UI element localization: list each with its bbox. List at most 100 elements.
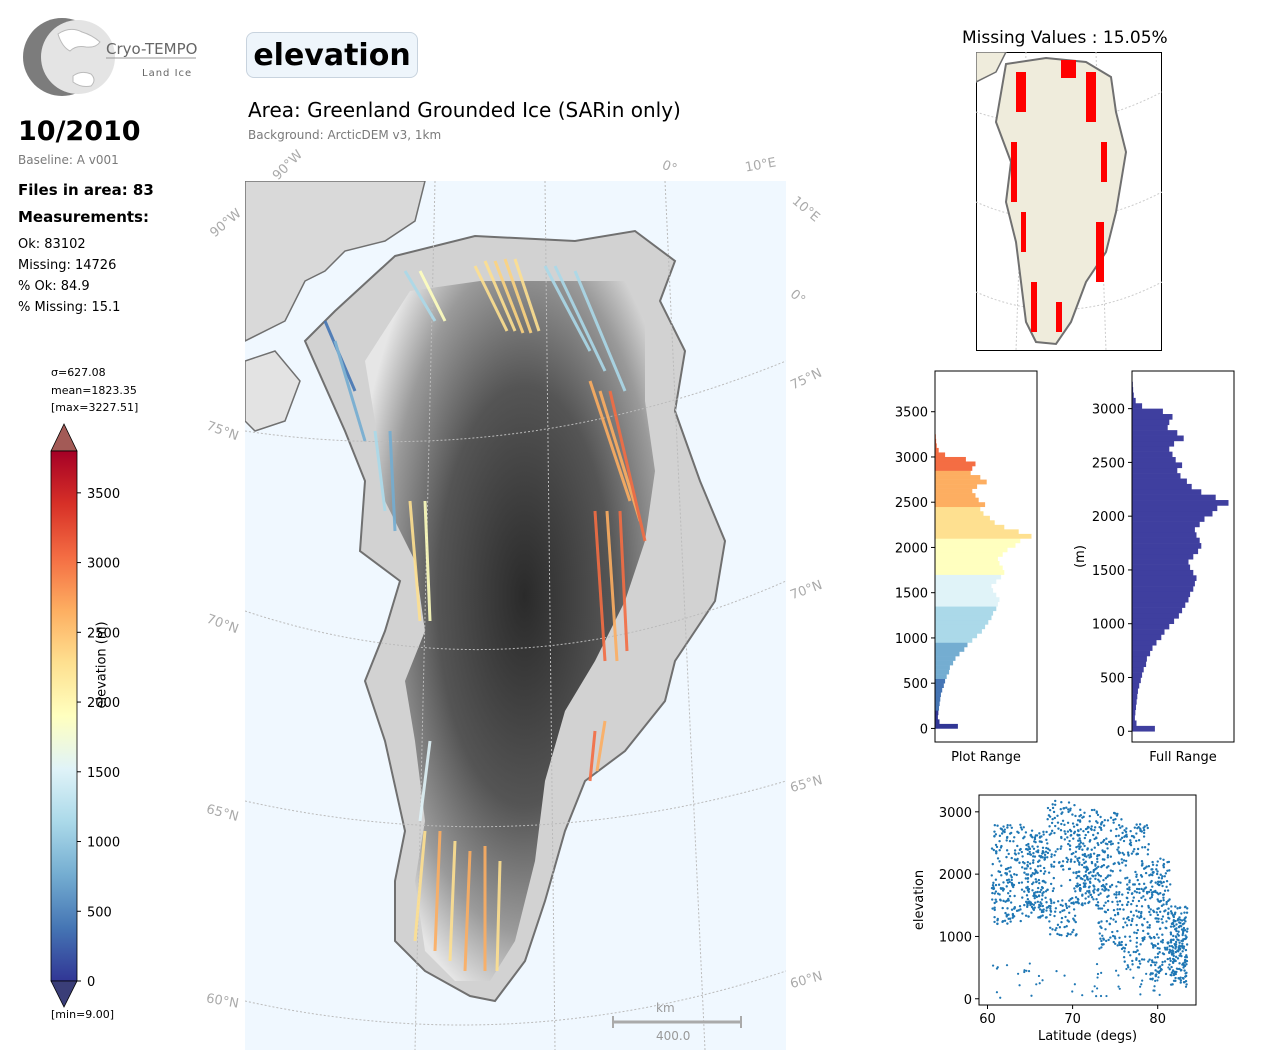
scatter-point bbox=[1046, 818, 1049, 821]
scatter-point bbox=[1049, 898, 1052, 901]
scatter-point bbox=[1075, 876, 1078, 880]
scatter-point bbox=[1002, 881, 1005, 884]
scatter-point bbox=[1159, 873, 1162, 876]
hist-bar bbox=[935, 637, 973, 643]
scatter-point bbox=[1013, 849, 1017, 852]
scatter-point bbox=[1054, 928, 1057, 932]
scatter-point bbox=[1048, 833, 1051, 836]
scatter-point bbox=[1100, 821, 1104, 824]
scatter-point bbox=[1062, 868, 1065, 871]
scatter-point bbox=[998, 849, 1001, 852]
scatter-point bbox=[1093, 888, 1096, 891]
scatter-point bbox=[1083, 844, 1086, 848]
scatter-point bbox=[1098, 880, 1101, 883]
scatter-point bbox=[1155, 933, 1159, 936]
scatter-point bbox=[1151, 863, 1155, 867]
scatter-point bbox=[1103, 818, 1107, 822]
lon-label-top-10e: 10°E bbox=[743, 155, 778, 176]
scatter-point bbox=[1135, 931, 1138, 935]
scatter-point bbox=[1150, 895, 1154, 899]
scatter-point bbox=[1096, 855, 1099, 858]
lat-label-right-65n: 65°N bbox=[788, 773, 825, 796]
scatter-point bbox=[1078, 814, 1081, 818]
scatter-point bbox=[1139, 914, 1143, 918]
scatter-point bbox=[1076, 882, 1079, 885]
hist-bar bbox=[1132, 510, 1213, 517]
scatter-point bbox=[1016, 830, 1019, 834]
scatter-point bbox=[1064, 915, 1067, 919]
scatter-point bbox=[1029, 867, 1032, 870]
scatter-point bbox=[1067, 810, 1070, 814]
scatter-point bbox=[1182, 947, 1185, 950]
scatter-point bbox=[1060, 884, 1063, 888]
scatter-point bbox=[1053, 860, 1056, 864]
scatter-point bbox=[1161, 938, 1165, 942]
scatter-point bbox=[1139, 943, 1142, 946]
hist-bar bbox=[935, 470, 971, 476]
scatter-point bbox=[1068, 839, 1071, 843]
hist-bar bbox=[935, 597, 1000, 603]
scatter-point bbox=[1157, 936, 1160, 939]
scatter-point bbox=[1033, 906, 1036, 909]
scatter-point bbox=[1137, 825, 1140, 829]
scatter-point bbox=[1158, 993, 1161, 996]
hist-bar bbox=[1132, 639, 1157, 646]
scatter-point bbox=[1012, 840, 1015, 843]
scatter-point bbox=[1175, 923, 1178, 926]
scatter-point bbox=[1112, 821, 1115, 824]
scatter-point bbox=[1178, 945, 1181, 949]
hist-ytick-label: 500 bbox=[1100, 671, 1125, 686]
hist-bar bbox=[935, 502, 986, 508]
scatter-point bbox=[1045, 909, 1048, 912]
scatter-point bbox=[1025, 886, 1028, 889]
scatter-point bbox=[1157, 971, 1161, 975]
scatter-point bbox=[1125, 827, 1128, 830]
scatter-point bbox=[1008, 870, 1011, 873]
scatter-point bbox=[1053, 816, 1056, 820]
scatter-point bbox=[1121, 861, 1124, 864]
scatter-point bbox=[1027, 890, 1030, 894]
scatter-point bbox=[1010, 908, 1014, 911]
scatter-point bbox=[1128, 886, 1131, 889]
scatter-point bbox=[1108, 922, 1111, 926]
scatter-point bbox=[1147, 960, 1150, 963]
hist-bar bbox=[1132, 666, 1144, 673]
scatter-point bbox=[999, 887, 1003, 891]
scatter-point bbox=[1126, 964, 1129, 967]
scatter-point bbox=[1009, 901, 1013, 904]
scatter-point bbox=[991, 898, 994, 901]
scatter-point bbox=[1168, 957, 1172, 960]
scatter-point bbox=[1082, 866, 1086, 869]
scatter-point bbox=[1000, 828, 1004, 831]
scatter-point bbox=[1081, 894, 1084, 897]
hist-bar bbox=[935, 669, 950, 675]
scatter-point bbox=[1089, 893, 1092, 897]
scatter-point bbox=[1097, 888, 1100, 891]
scatter-point bbox=[1111, 900, 1114, 904]
scatter-point bbox=[1029, 874, 1033, 877]
scatter-point bbox=[1028, 862, 1032, 865]
scatter-point bbox=[1093, 828, 1096, 832]
scatter-point bbox=[1182, 930, 1185, 933]
scatter-point bbox=[1051, 889, 1055, 893]
scatter-point bbox=[1009, 831, 1013, 835]
scatter-point bbox=[1045, 830, 1048, 834]
scatter-point bbox=[1054, 907, 1058, 910]
scatter-point bbox=[1156, 979, 1159, 982]
hist-bar bbox=[1132, 537, 1200, 544]
files-count: Files in area: 83 bbox=[18, 181, 154, 199]
scatter-point bbox=[1012, 885, 1015, 889]
hist-bar bbox=[935, 692, 941, 698]
scatter-point bbox=[999, 846, 1003, 849]
hist-bar bbox=[1132, 650, 1151, 657]
hist-bar bbox=[935, 628, 982, 634]
scatter-point bbox=[1185, 930, 1189, 933]
scatter-point bbox=[1176, 907, 1179, 910]
scatter-point bbox=[1161, 963, 1164, 967]
hist-bar bbox=[935, 633, 978, 639]
scatter-point bbox=[1169, 941, 1173, 944]
scatter-point bbox=[1106, 847, 1109, 850]
scatter-point bbox=[1011, 916, 1014, 919]
scatter-point bbox=[1008, 894, 1012, 898]
scatter-point bbox=[1135, 936, 1139, 940]
